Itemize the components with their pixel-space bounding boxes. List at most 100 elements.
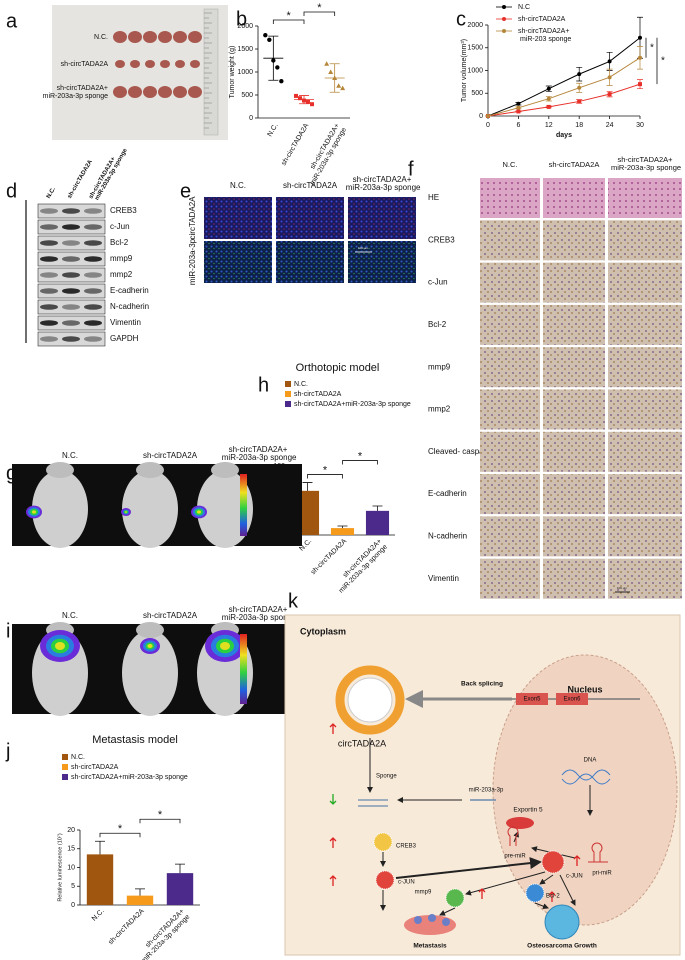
- ihc-image: [543, 220, 605, 261]
- circrna-inner: [347, 677, 393, 723]
- ihc-image: [543, 389, 605, 430]
- y-tick-label: 2000: [467, 22, 483, 29]
- signal: [32, 510, 36, 514]
- protein-label: E-cadherin: [110, 286, 149, 295]
- ihc-image: [543, 304, 605, 345]
- error-bar: [337, 525, 348, 529]
- signal: [197, 510, 201, 514]
- row-label: N-cadherin: [428, 532, 467, 541]
- series-line: [487, 57, 641, 117]
- diagram-label: c-JUN: [566, 874, 583, 880]
- tumor-cell: [544, 904, 580, 940]
- y-tick-label: 5: [71, 883, 75, 890]
- signal: [125, 511, 127, 513]
- blot-row: [37, 235, 106, 251]
- column-label: sh-circTADA2A+ miR-203a-3p sponge: [220, 445, 297, 462]
- tumor: [188, 31, 202, 43]
- ihc-image: [608, 474, 682, 515]
- if-image: [348, 241, 416, 283]
- row-label: mmp9: [428, 362, 451, 371]
- row-label: Vimentin: [428, 574, 459, 583]
- legend-swatch: [62, 764, 68, 770]
- legend-swatch: [285, 391, 291, 397]
- protein-label: Bcl-2: [110, 238, 129, 247]
- row-label: Bcl-2: [428, 320, 447, 329]
- signal: [220, 642, 230, 650]
- y-tick-label: 0: [71, 902, 75, 909]
- panel-label: k: [288, 590, 299, 612]
- blot-band: [84, 272, 102, 278]
- x-tick-label: 6: [516, 122, 520, 129]
- column-label: N.C.: [62, 451, 78, 460]
- blot-band: [40, 272, 58, 278]
- x-tick-label: 30: [636, 122, 644, 129]
- change-arrow: [329, 794, 337, 805]
- if-image: [348, 197, 416, 239]
- diagram-label: Metastasis: [413, 943, 447, 950]
- series-line: [487, 37, 641, 117]
- circrna-ring: [335, 665, 405, 735]
- y-tick-label: 1500: [467, 45, 483, 52]
- diagram-label: Exon6: [563, 697, 581, 703]
- data-point: [516, 101, 521, 106]
- group-label: N.C.: [94, 34, 108, 41]
- tumor: [158, 31, 172, 43]
- diagram-label: pre-miR: [504, 854, 526, 860]
- data-point: [577, 72, 582, 77]
- data-point: [279, 79, 284, 84]
- x-axis-label: days: [556, 132, 572, 139]
- tumor: [173, 86, 187, 98]
- dna-helix: [561, 769, 611, 785]
- tumor: [128, 86, 142, 98]
- data-point: [607, 75, 612, 80]
- y-tick-label: 1000: [237, 69, 253, 76]
- scale-bar-label: 100 μm: [358, 246, 369, 250]
- cell: [541, 850, 565, 874]
- scale-bar-label: 100 μm: [617, 586, 628, 590]
- diagram-label: Bcl-2: [546, 894, 560, 900]
- ihc-image: [543, 262, 605, 303]
- diagram-label: c-JUN: [398, 880, 415, 886]
- error-bar: [372, 505, 383, 511]
- row-label: circTADA2A: [188, 196, 197, 240]
- bar: [166, 873, 194, 905]
- error-bar: [268, 35, 279, 81]
- legend-label: N.C.: [294, 381, 308, 388]
- diagram-label: mmp9: [415, 890, 432, 896]
- ihc-image: [543, 347, 605, 388]
- y-axis-label: Relative luminescence (10⁷): [56, 833, 63, 901]
- column-label: N.C.: [46, 186, 57, 200]
- data-point: [328, 69, 334, 74]
- ihc-image: [480, 262, 540, 303]
- data-point: [340, 85, 346, 91]
- significance-star: *: [287, 10, 292, 22]
- legend-label: sh-circTADA2A+ miR-203 sponge: [518, 28, 571, 43]
- row-label: HE: [428, 193, 439, 202]
- legend-swatch: [285, 381, 291, 387]
- change-arrow: [329, 723, 337, 734]
- change-arrow: [478, 888, 486, 899]
- diagram-label: CREB3: [396, 844, 417, 850]
- mirna: [358, 799, 388, 807]
- legend-swatch: [62, 754, 68, 760]
- ruler: [203, 8, 219, 136]
- data-point: [306, 99, 310, 104]
- tumor: [173, 31, 187, 43]
- y-tick-label: 1000: [467, 67, 483, 74]
- error-bar: [95, 840, 105, 855]
- y-tick-label: 500: [471, 90, 483, 97]
- blot-band: [84, 336, 102, 342]
- y-tick-label: 15: [67, 846, 75, 853]
- column-label: sh-circTADA2A+ miR-203a-3p sponge: [344, 175, 421, 192]
- protein-label: Vimentin: [110, 318, 141, 327]
- x-tick-label: 12: [545, 122, 553, 129]
- tumor: [188, 86, 202, 98]
- legend-swatch: [285, 401, 291, 407]
- x-tick-label: 0: [486, 122, 490, 129]
- panel-label: b: [236, 8, 247, 30]
- legend-label: sh-circTADA2A: [518, 16, 566, 23]
- blot-band: [40, 320, 58, 326]
- cell: [373, 832, 393, 852]
- column-label: sh-circTADA2A: [283, 181, 338, 190]
